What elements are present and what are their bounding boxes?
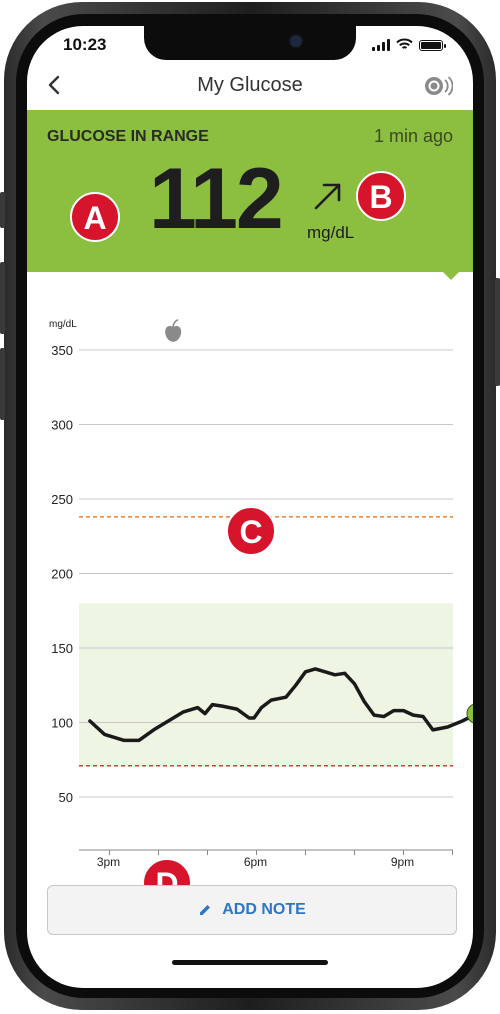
pencil-icon: [200, 905, 211, 915]
sensor-icon: [425, 76, 454, 96]
glucose-banner: GLUCOSE IN RANGE 1 min ago 112 mg/dL: [27, 110, 473, 272]
front-camera: [288, 33, 304, 49]
volume-up-button: [0, 262, 5, 334]
glucose-unit: mg/dL: [307, 223, 355, 242]
status-time: 10:23: [63, 35, 107, 54]
x-tick-label: 3pm: [97, 855, 120, 869]
cellular-signal-icon: [372, 39, 390, 51]
target-range-band: [79, 603, 453, 768]
y-axis-label: mg/dL: [49, 319, 77, 330]
y-tick-label: 350: [51, 343, 73, 358]
y-tick-label: 50: [59, 790, 73, 805]
x-tick-label: 6pm: [244, 855, 267, 869]
callout-marker-a: A: [70, 192, 120, 242]
y-tick-label: 250: [51, 492, 73, 507]
wifi-icon: [396, 38, 413, 49]
callout-marker-b: B: [356, 171, 406, 221]
status-icons: [372, 38, 446, 51]
nav-bar: My Glucose: [27, 68, 473, 108]
last-updated: 1 min ago: [373, 126, 453, 146]
app-screen: 10:23 My Glucose GLU: [27, 26, 473, 988]
silent-switch: [0, 192, 5, 228]
apple-icon: [165, 325, 182, 342]
page-title: My Glucose: [197, 74, 303, 96]
y-tick-label: 300: [51, 418, 73, 433]
glucose-chart: 50 100 150 200 250 300 350 mg/dL 3pm 6pm 9pm: [27, 272, 473, 872]
chevron-left-icon: [48, 75, 60, 95]
y-tick-label: 150: [51, 641, 73, 656]
y-tick-label: 200: [51, 567, 73, 582]
banner-pointer: [441, 270, 461, 280]
battery-icon: [419, 40, 446, 51]
home-indicator: [172, 960, 328, 965]
y-tick-label: 100: [51, 716, 73, 731]
power-button: [495, 278, 500, 386]
x-tick-label: 9pm: [391, 855, 414, 869]
callout-marker-c: C: [226, 506, 276, 556]
trend-arrow: [312, 180, 344, 217]
apple-stem: [172, 319, 179, 328]
arrow-up-right-icon: [314, 183, 341, 210]
glucose-value: 112: [149, 151, 284, 247]
glucose-trace-line: [88, 667, 473, 743]
glucose-chart-svg: 50 100 150 200 250 300 350 mg/dL 3pm 6pm 9pm: [49, 319, 473, 869]
back-button[interactable]: [47, 74, 61, 100]
notch: [144, 26, 356, 60]
add-note-label: ADD NOTE: [222, 901, 306, 918]
current-reading-dot: [466, 703, 473, 724]
add-note-button[interactable]: ADD NOTE: [47, 885, 457, 935]
volume-down-button: [0, 348, 5, 420]
glucose-status-label: GLUCOSE IN RANGE: [47, 128, 209, 145]
sensor-button[interactable]: [423, 74, 454, 103]
